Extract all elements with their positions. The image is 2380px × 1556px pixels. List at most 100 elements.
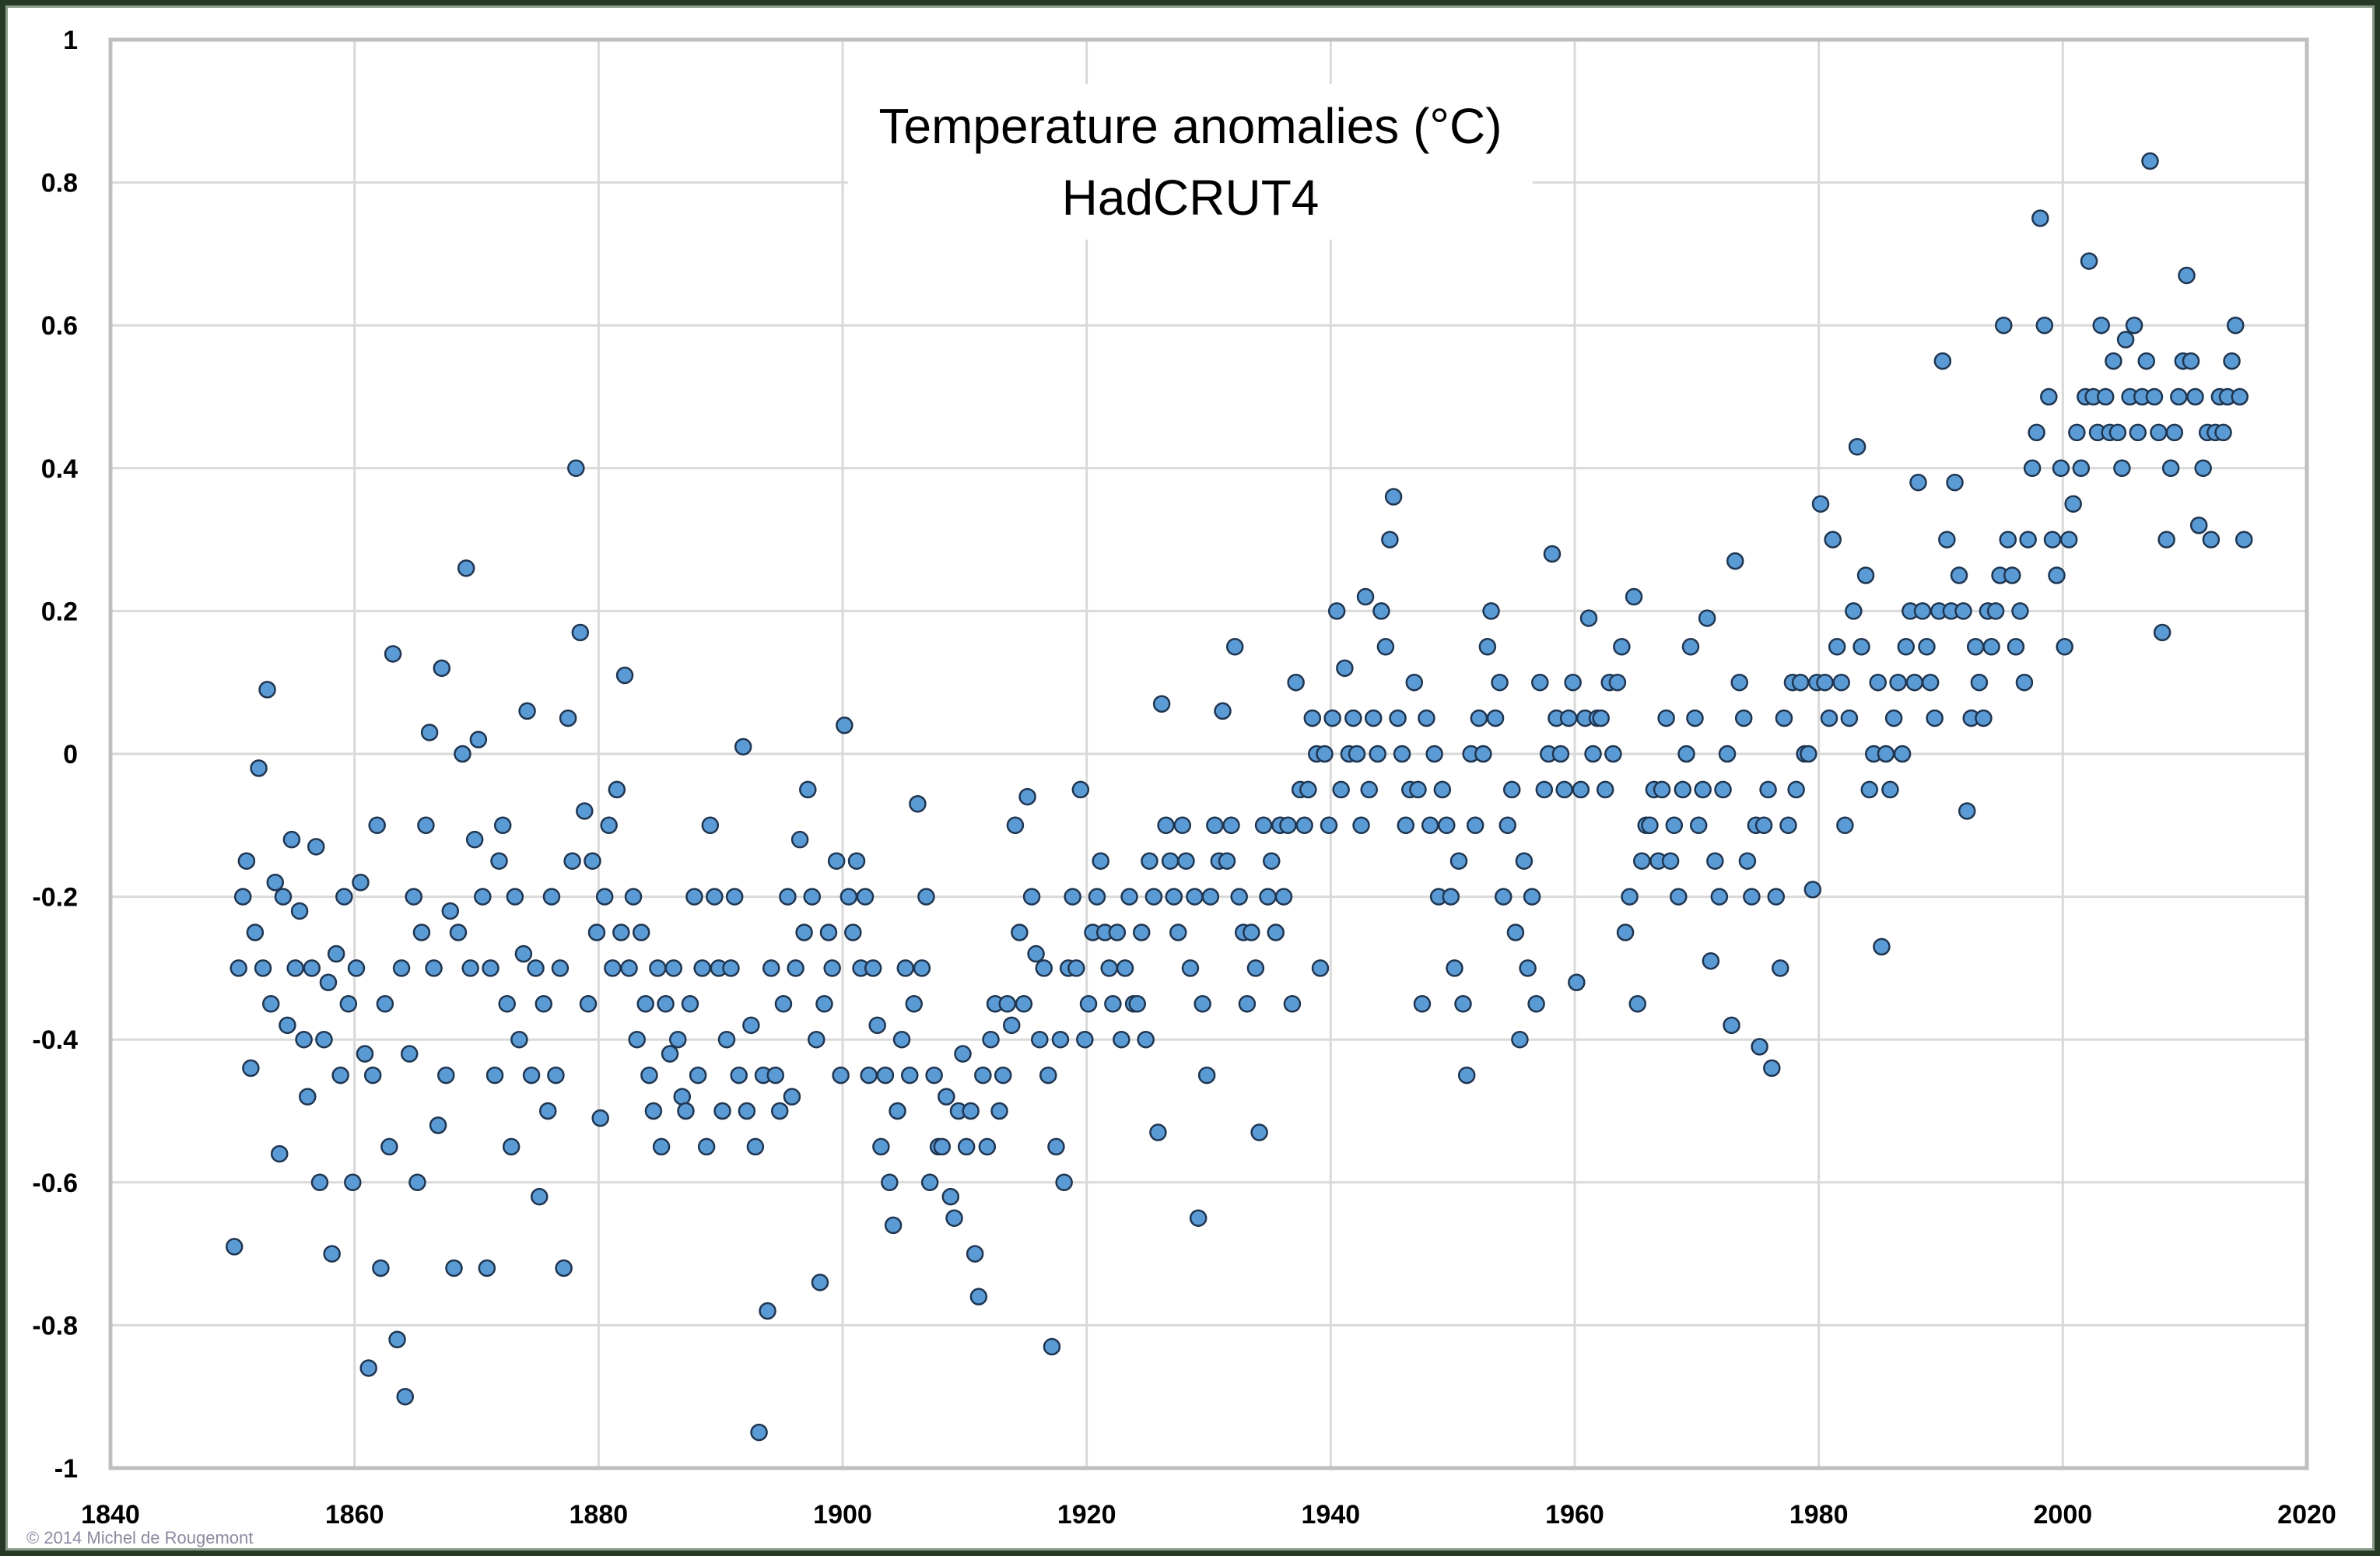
data-point <box>1238 995 1257 1013</box>
data-point <box>1128 995 1147 1013</box>
data-point <box>1999 531 2017 548</box>
data-point <box>2035 316 2054 335</box>
data-point <box>1344 709 1362 727</box>
data-point <box>1393 745 1411 763</box>
data-point <box>2023 459 2042 478</box>
data-point <box>457 559 475 577</box>
data-point <box>664 959 683 977</box>
data-point <box>1674 780 1692 799</box>
data-point <box>376 995 394 1013</box>
data-point <box>225 1238 244 1256</box>
data-point <box>429 1116 447 1134</box>
data-point <box>2189 516 2208 534</box>
data-point <box>555 1259 573 1277</box>
data-point <box>261 995 280 1013</box>
data-point <box>1201 888 1220 906</box>
data-point <box>657 995 675 1013</box>
data-point <box>1909 473 1927 492</box>
data-point <box>1730 673 1748 692</box>
data-point <box>1225 638 1244 656</box>
data-point <box>1754 816 1773 835</box>
data-point <box>815 995 833 1013</box>
data-point <box>1039 1066 1057 1085</box>
data-point <box>1657 709 1675 727</box>
data-point <box>1071 780 1090 799</box>
data-point <box>689 1066 707 1085</box>
data-point <box>844 923 862 941</box>
data-point <box>1031 1030 1049 1049</box>
data-point <box>1836 816 1854 835</box>
data-point <box>938 1088 955 1106</box>
data-point <box>1141 852 1158 870</box>
data-point <box>535 995 553 1013</box>
x-tick-label: 1900 <box>813 1500 872 1530</box>
data-point <box>1800 745 1817 763</box>
data-point <box>832 1066 850 1085</box>
data-point <box>901 1066 919 1085</box>
data-point <box>567 459 585 478</box>
data-point <box>2141 152 2159 170</box>
data-point <box>909 795 927 813</box>
data-points <box>225 152 2253 1442</box>
data-point <box>1169 923 1187 941</box>
data-point <box>1502 780 1521 799</box>
data-point <box>1531 673 1549 692</box>
data-point <box>576 802 594 820</box>
data-point <box>2116 331 2135 349</box>
data-point <box>1613 638 1631 656</box>
data-point <box>417 816 435 835</box>
data-point <box>1323 709 1341 727</box>
data-point <box>323 1245 341 1263</box>
data-point <box>1348 745 1366 763</box>
data-point <box>1161 852 1179 870</box>
data-point <box>258 681 276 699</box>
data-point <box>1120 888 1138 906</box>
data-point <box>1884 709 1903 727</box>
data-point <box>933 1137 952 1156</box>
data-point <box>335 888 353 906</box>
data-point <box>1523 888 1541 906</box>
data-point <box>2194 459 2212 478</box>
data-point <box>1356 587 1375 606</box>
data-point <box>1157 816 1175 835</box>
y-tick-label: 0 <box>63 740 78 769</box>
data-point <box>738 1102 756 1120</box>
data-point <box>2007 638 2025 656</box>
data-point <box>954 1045 972 1063</box>
data-point <box>1568 973 1586 992</box>
data-point <box>905 995 923 1013</box>
data-point <box>1763 1059 1781 1078</box>
data-point <box>978 1137 997 1156</box>
x-tick-label: 1840 <box>81 1500 140 1530</box>
data-point <box>1466 816 1484 835</box>
data-point <box>1596 780 1614 799</box>
data-point <box>1076 1030 1094 1049</box>
x-tick-label: 1980 <box>1789 1500 1849 1530</box>
data-point <box>339 995 358 1013</box>
data-point <box>1686 709 1704 727</box>
y-tick-label: -0.4 <box>32 1025 78 1055</box>
data-point <box>2040 387 2058 406</box>
data-point <box>856 888 875 906</box>
data-point <box>1751 1038 1768 1056</box>
data-point <box>774 995 793 1013</box>
data-point <box>1186 888 1204 906</box>
data-point <box>307 838 325 856</box>
data-point <box>2059 531 2078 548</box>
y-axis-tick-labels: -1 -0.8 -0.6 -0.4 -0.2 0 0.2 0.4 0.6 0.8 1 <box>32 26 78 1484</box>
data-point <box>1616 923 1635 941</box>
data-point <box>1372 602 1390 620</box>
data-point <box>1604 745 1622 763</box>
data-point <box>279 1016 296 1035</box>
data-point <box>896 959 915 977</box>
y-tick-label: 0.6 <box>41 311 78 341</box>
data-point <box>990 1102 1008 1120</box>
data-point <box>315 1030 333 1049</box>
data-point <box>1832 673 1850 692</box>
data-point <box>1108 923 1127 941</box>
data-point <box>1665 816 1684 835</box>
data-point <box>392 959 411 977</box>
data-point <box>579 995 598 1013</box>
data-point <box>2227 316 2245 335</box>
data-point <box>1543 545 1562 563</box>
